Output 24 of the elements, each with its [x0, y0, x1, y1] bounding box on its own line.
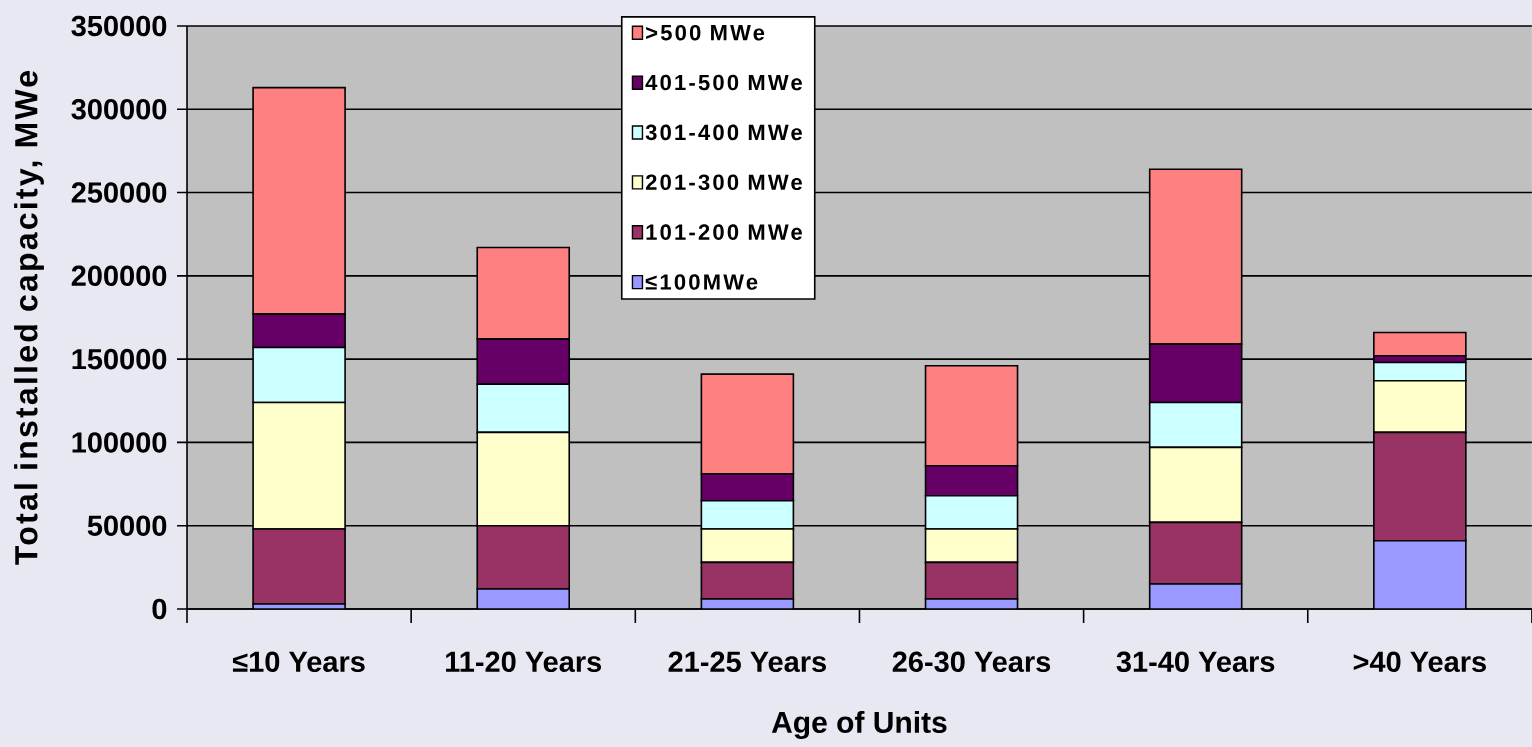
y-tick-label: 150000: [72, 348, 167, 370]
legend-label: 201-300 MWe: [645, 174, 802, 191]
legend-label: >500 MWe: [646, 24, 765, 41]
legend-label: 301-400 MWe: [645, 124, 802, 141]
x-tick-label: 11-20 Years: [446, 651, 602, 673]
x-tick-label: 21-25 Years: [668, 651, 826, 673]
legend-label: 401-500 MWe: [645, 74, 802, 91]
y-tick-label: 300000: [71, 98, 167, 120]
legend-label: 101-200 MWe: [646, 224, 802, 240]
y-axis-title: Total installed capacity, MWe: [14, 71, 44, 565]
y-tick-label: 50000: [87, 515, 167, 536]
x-tick-label: 26-30 Years: [892, 651, 1051, 673]
bar: [1148, 583, 1243, 609]
x-tick-label: 31-40 Years: [1116, 651, 1275, 673]
x-axis-title: Age of Units: [771, 710, 947, 740]
y-tick-label: 350000: [71, 15, 167, 37]
bar: [1373, 539, 1467, 609]
y-tick-label: 100000: [72, 432, 167, 453]
x-tick-label: >40 Years: [1353, 651, 1486, 673]
y-tick-label: 0: [152, 598, 167, 620]
legend-label: ≤100MWe: [645, 274, 758, 290]
x-tick-label: ≤10 Years: [232, 651, 365, 673]
y-tick-label: 250000: [71, 182, 167, 203]
y-tick-label: 200000: [71, 265, 167, 287]
